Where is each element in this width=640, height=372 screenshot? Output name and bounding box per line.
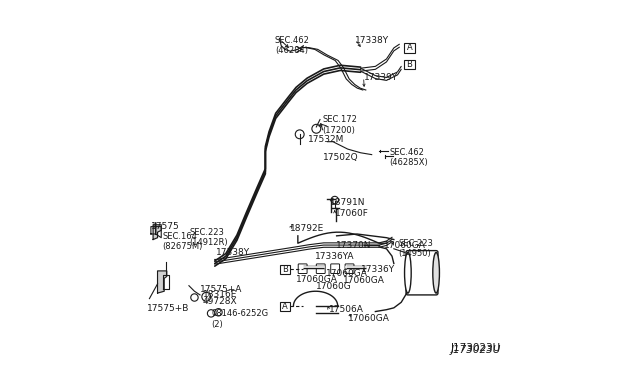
FancyBboxPatch shape — [280, 302, 291, 311]
Text: J173023U: J173023U — [451, 343, 500, 353]
Text: 17060GA: 17060GA — [348, 314, 390, 323]
FancyBboxPatch shape — [316, 264, 325, 273]
Text: 17336Y: 17336Y — [362, 264, 396, 273]
Text: 17575: 17575 — [151, 222, 180, 231]
Text: SEC.172
(17200): SEC.172 (17200) — [322, 115, 357, 135]
Text: SEC.462
(46284): SEC.462 (46284) — [275, 36, 310, 55]
Polygon shape — [153, 225, 161, 240]
Text: SEC.164
(82675M): SEC.164 (82675M) — [163, 232, 203, 251]
Text: 17339Y: 17339Y — [364, 73, 397, 82]
Text: 49728X: 49728X — [203, 297, 237, 306]
FancyBboxPatch shape — [406, 251, 438, 295]
Text: 18316E: 18316E — [203, 291, 237, 299]
Text: A: A — [282, 302, 288, 311]
Text: 18791N: 18791N — [330, 198, 366, 207]
Text: 17370N: 17370N — [336, 241, 371, 250]
Text: 17338Y: 17338Y — [216, 248, 250, 257]
Text: 17338Y: 17338Y — [355, 36, 389, 45]
Text: 17060GA: 17060GA — [296, 275, 337, 284]
Text: B: B — [406, 60, 412, 69]
Text: B: B — [282, 265, 288, 274]
Circle shape — [295, 130, 304, 139]
Circle shape — [202, 292, 211, 301]
Text: 17060F: 17060F — [335, 209, 369, 218]
Text: 17575+A: 17575+A — [200, 285, 243, 294]
FancyBboxPatch shape — [345, 264, 354, 273]
FancyBboxPatch shape — [404, 60, 415, 69]
Text: 17060GA: 17060GA — [342, 276, 385, 285]
Text: A: A — [406, 44, 412, 52]
Text: J173023U: J173023U — [451, 345, 500, 355]
Circle shape — [331, 196, 339, 204]
Text: 17060GA: 17060GA — [383, 241, 426, 250]
Text: 17575+B: 17575+B — [147, 304, 189, 314]
Ellipse shape — [404, 253, 411, 293]
Polygon shape — [157, 271, 167, 293]
Text: SEC.223
(14950): SEC.223 (14950) — [398, 239, 433, 259]
Text: 18792E: 18792E — [290, 224, 324, 233]
FancyBboxPatch shape — [298, 264, 307, 273]
Circle shape — [191, 294, 198, 301]
Text: 17060G: 17060G — [316, 282, 351, 291]
FancyBboxPatch shape — [280, 264, 291, 274]
Ellipse shape — [433, 253, 440, 293]
Text: 17336YA: 17336YA — [316, 252, 355, 262]
Circle shape — [207, 310, 215, 317]
Circle shape — [215, 309, 222, 316]
Text: 17060GA: 17060GA — [326, 269, 368, 278]
Text: 17502Q: 17502Q — [323, 153, 358, 162]
Text: SEC.223
(14912R): SEC.223 (14912R) — [189, 228, 228, 247]
Text: SEC.462
(46285X): SEC.462 (46285X) — [389, 148, 428, 167]
Text: 08146-6252G
(2): 08146-6252G (2) — [211, 309, 268, 328]
Text: 17506A: 17506A — [329, 305, 364, 314]
Circle shape — [312, 124, 321, 133]
Text: 17532M: 17532M — [308, 135, 344, 144]
FancyBboxPatch shape — [404, 43, 415, 53]
FancyBboxPatch shape — [331, 264, 340, 273]
